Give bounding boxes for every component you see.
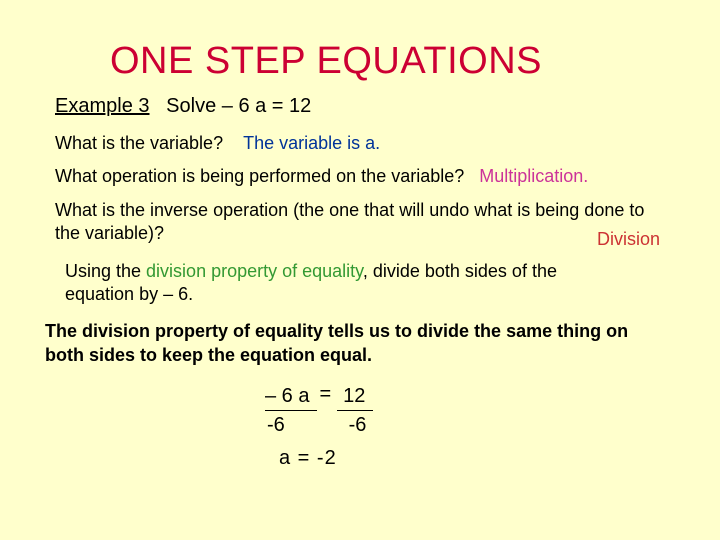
- rhs-numerator: 12: [337, 385, 373, 411]
- slide-container: ONE STEP EQUATIONS Example 3 Solve – 6 a…: [0, 0, 720, 490]
- instruction-pre: Using the: [65, 261, 146, 281]
- question-1: What is the variable? The variable is a.: [55, 132, 670, 155]
- q3-answer: Division: [597, 229, 660, 250]
- equation-denominator-row: -6 -6: [265, 414, 670, 437]
- q2-text: What operation is being performed on the…: [55, 166, 464, 186]
- example-prompt: Solve – 6 a = 12: [166, 95, 311, 117]
- q2-answer: Multiplication.: [479, 166, 588, 186]
- instruction-green: division property of equality: [146, 261, 363, 281]
- lhs-numerator: – 6 a: [265, 385, 317, 411]
- rhs-denominator: -6: [327, 414, 367, 437]
- q3-text: What is the inverse operation (the one t…: [55, 199, 645, 246]
- equation-work: – 6 a = 12 -6 -6 a = -2: [265, 383, 670, 470]
- slide-title: ONE STEP EQUATIONS: [110, 40, 670, 83]
- example-label: Example 3: [55, 95, 150, 117]
- equals-sign: =: [317, 383, 337, 412]
- question-2: What operation is being performed on the…: [55, 165, 670, 188]
- example-line: Example 3 Solve – 6 a = 12: [55, 95, 670, 118]
- equation-numerator-row: – 6 a = 12: [265, 383, 670, 412]
- q1-answer: The variable is a.: [243, 133, 380, 153]
- property-rule: The division property of equality tells …: [45, 320, 665, 367]
- instruction-line: Using the division property of equality,…: [65, 260, 625, 307]
- equation-result: a = -2: [265, 447, 670, 470]
- q1-text: What is the variable?: [55, 133, 223, 153]
- question-3: What is the inverse operation (the one t…: [55, 199, 670, 246]
- lhs-denominator: -6: [265, 414, 321, 437]
